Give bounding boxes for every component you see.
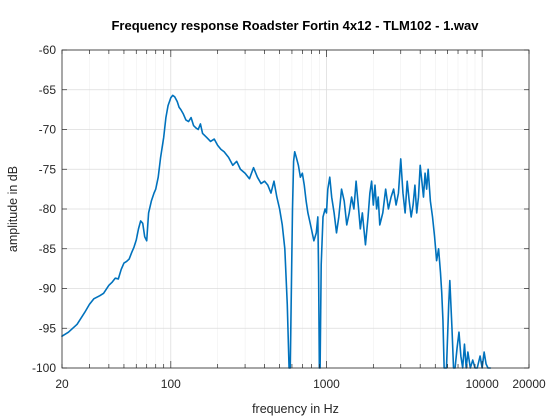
- x-tick-label: 10000: [465, 377, 499, 391]
- x-tick-label: 20: [55, 377, 69, 391]
- y-axis-label: amplitude in dB: [6, 166, 20, 252]
- y-tick-label: -75: [39, 162, 57, 176]
- y-tick-label: -100: [32, 361, 56, 375]
- y-tick-label: -80: [39, 202, 57, 216]
- y-tick-labels: -100 -95 -90 -85 -80 -75 -70 -65 -60: [32, 43, 56, 375]
- x-tick-label: 1000: [313, 377, 340, 391]
- x-tick-label: 20000: [512, 377, 546, 391]
- x-tick-label: 100: [161, 377, 181, 391]
- y-tick-label: -85: [39, 242, 57, 256]
- series-layer: [61, 94, 492, 369]
- series-line: [61, 94, 492, 369]
- y-tick-label: -65: [39, 83, 57, 97]
- y-tick-label: -60: [39, 43, 57, 57]
- x-axis-label: frequency in Hz: [252, 402, 339, 416]
- y-tick-label: -70: [39, 123, 57, 137]
- tick-marks: [61, 49, 530, 369]
- x-tick-labels: 20 100 1000 10000 20000: [55, 377, 546, 391]
- y-tick-label: -95: [39, 321, 57, 335]
- chart-title: Frequency response Roadster Fortin 4x12 …: [111, 18, 479, 33]
- y-tick-label: -90: [39, 282, 57, 296]
